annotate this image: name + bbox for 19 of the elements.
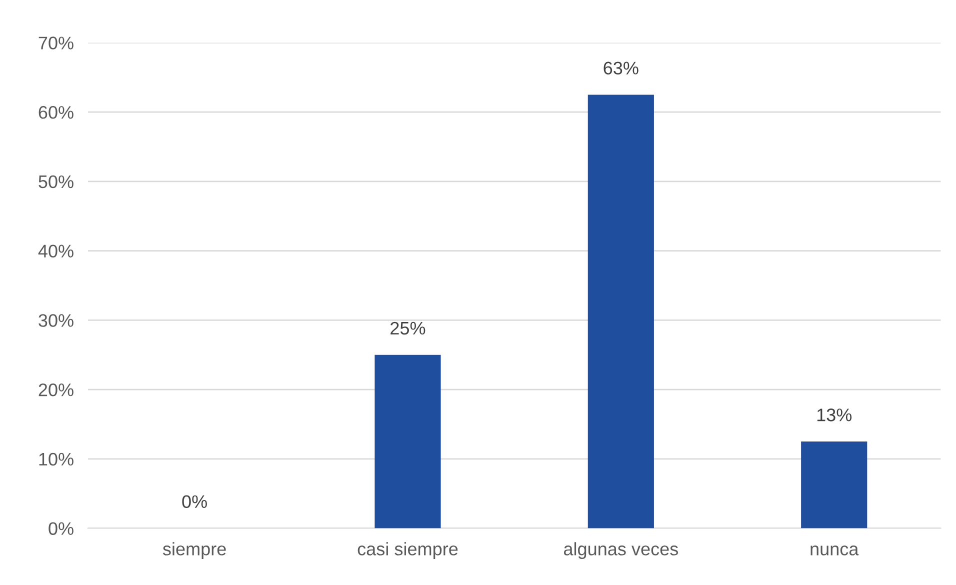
y-tick-label: 0% bbox=[48, 522, 74, 535]
data-label: 25% bbox=[390, 322, 426, 335]
data-label: 63% bbox=[604, 62, 638, 74]
data-label: 13% bbox=[817, 408, 852, 422]
y-tick-label: 50% bbox=[38, 175, 74, 188]
y-tick-label: 20% bbox=[38, 383, 74, 396]
x-tick-label: nunca bbox=[810, 546, 859, 556]
x-tick-label: casi siempre bbox=[358, 542, 458, 559]
bar bbox=[588, 94, 654, 528]
y-tick-label: 10% bbox=[39, 452, 74, 466]
bar bbox=[374, 354, 441, 528]
y-tick-label: 40% bbox=[38, 244, 74, 258]
y-tick-label: 60% bbox=[38, 106, 74, 119]
bar bbox=[801, 442, 868, 528]
x-tick-label: algunas veces bbox=[564, 542, 678, 559]
data-label: 0% bbox=[182, 495, 207, 508]
y-tick-label: 70% bbox=[38, 36, 74, 50]
x-tick-label: siempre bbox=[162, 542, 226, 559]
y-tick-label: 30% bbox=[38, 314, 74, 327]
